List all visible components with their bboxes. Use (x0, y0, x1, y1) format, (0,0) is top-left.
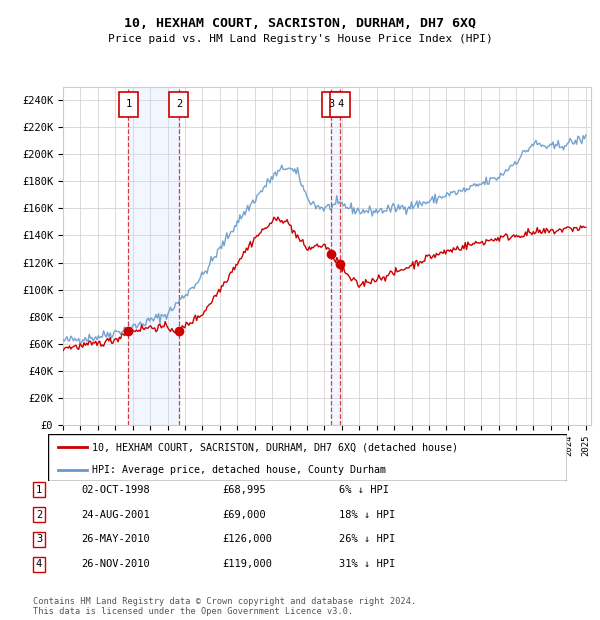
Bar (331, 87, 340, 425)
Bar (331, 92, 350, 117)
Text: Price paid vs. HM Land Registry's House Price Index (HPI): Price paid vs. HM Land Registry's House … (107, 34, 493, 44)
Text: Contains HM Land Registry data © Crown copyright and database right 2024.: Contains HM Land Registry data © Crown c… (33, 597, 416, 606)
Text: £69,000: £69,000 (222, 510, 266, 520)
Text: 26-NOV-2010: 26-NOV-2010 (81, 559, 150, 569)
Text: 26-MAY-2010: 26-MAY-2010 (81, 534, 150, 544)
Text: 2: 2 (36, 510, 42, 520)
Text: 1: 1 (36, 485, 42, 495)
Text: 18% ↓ HPI: 18% ↓ HPI (339, 510, 395, 520)
Text: £68,995: £68,995 (222, 485, 266, 495)
Text: 26% ↓ HPI: 26% ↓ HPI (339, 534, 395, 544)
Text: 24-AUG-2001: 24-AUG-2001 (81, 510, 150, 520)
Text: 2: 2 (176, 99, 182, 109)
Text: 4: 4 (337, 99, 343, 109)
Text: 4: 4 (36, 559, 42, 569)
Text: 31% ↓ HPI: 31% ↓ HPI (339, 559, 395, 569)
Text: £119,000: £119,000 (222, 559, 272, 569)
Text: 1: 1 (125, 99, 131, 109)
Text: HPI: Average price, detached house, County Durham: HPI: Average price, detached house, Coun… (92, 465, 386, 476)
Text: This data is licensed under the Open Government Licence v3.0.: This data is licensed under the Open Gov… (33, 607, 353, 616)
Bar (119, 92, 138, 117)
Text: £126,000: £126,000 (222, 534, 272, 544)
Text: 02-OCT-1998: 02-OCT-1998 (81, 485, 150, 495)
Text: 10, HEXHAM COURT, SACRISTON, DURHAM, DH7 6XQ: 10, HEXHAM COURT, SACRISTON, DURHAM, DH7… (124, 17, 476, 30)
Text: 3: 3 (36, 534, 42, 544)
Text: 6% ↓ HPI: 6% ↓ HPI (339, 485, 389, 495)
Bar (128, 87, 179, 425)
Text: 10, HEXHAM COURT, SACRISTON, DURHAM, DH7 6XQ (detached house): 10, HEXHAM COURT, SACRISTON, DURHAM, DH7… (92, 442, 458, 452)
Bar (169, 92, 188, 117)
Bar (322, 92, 341, 117)
Text: 3: 3 (328, 99, 334, 109)
